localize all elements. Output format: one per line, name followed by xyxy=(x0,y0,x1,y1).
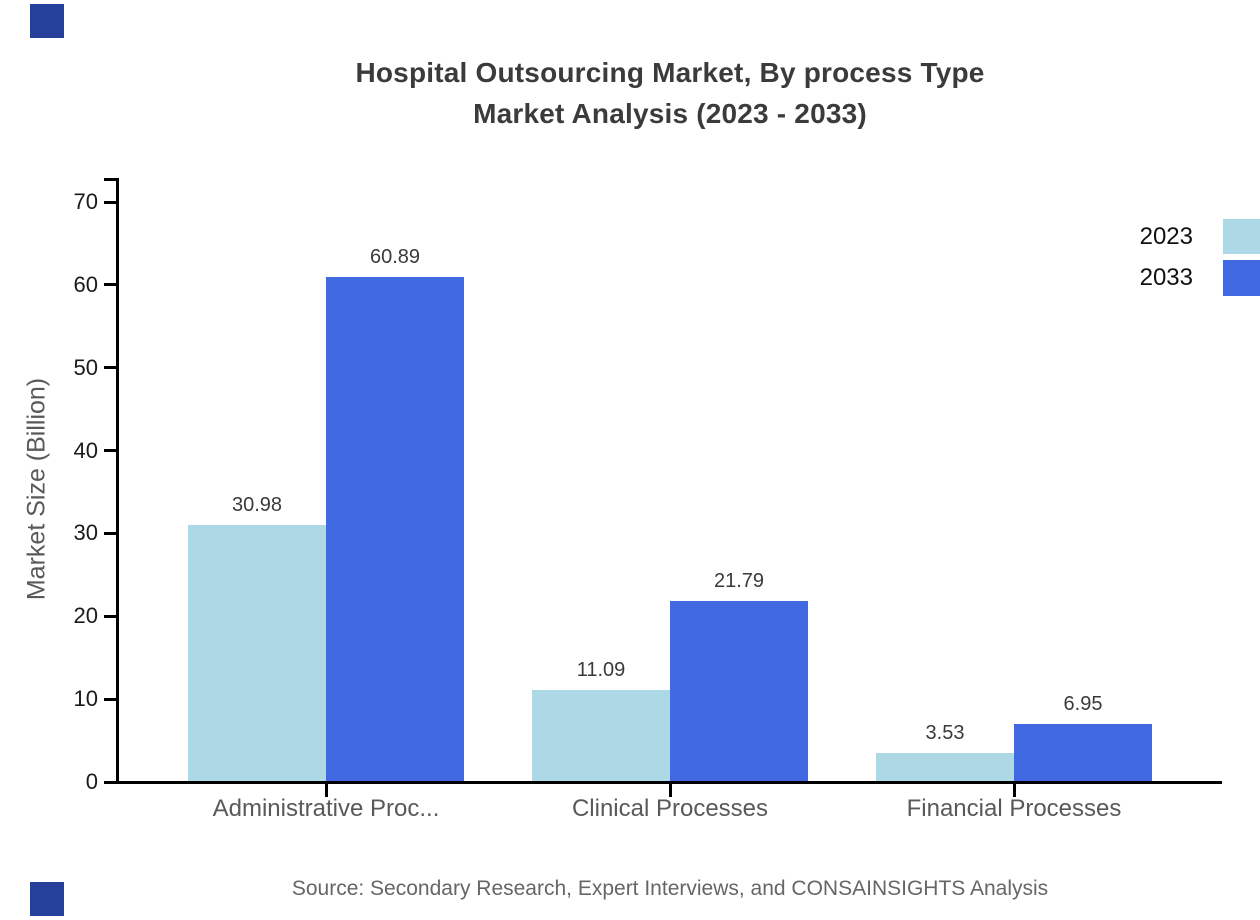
bar-2023-1 xyxy=(188,525,326,782)
y-axis-tick-label: 50 xyxy=(73,354,98,380)
y-axis-tick xyxy=(104,200,117,204)
x-axis-line xyxy=(116,781,1222,784)
y-axis-tick xyxy=(104,697,117,701)
y-axis-tick xyxy=(104,614,117,618)
legend-swatch-2033 xyxy=(1223,260,1260,296)
y-axis-tick-label: 30 xyxy=(73,520,98,546)
bar-value-label: 6.95 xyxy=(1063,693,1103,716)
y-axis-tick xyxy=(104,449,117,453)
category-label: Financial Processes xyxy=(906,795,1122,822)
y-axis-tick xyxy=(104,780,117,784)
bar-2023-3 xyxy=(876,752,1014,782)
source-attribution: Source: Secondary Research, Expert Inter… xyxy=(291,877,1049,900)
chart-title: Hospital Outsourcing Market, By process … xyxy=(118,52,1222,134)
bar-2033-2 xyxy=(670,601,808,782)
bar-value-label: 3.53 xyxy=(925,721,965,744)
y-axis-tick-label: 40 xyxy=(73,437,98,463)
chart-title-line-2: Market Analysis (2023 - 2033) xyxy=(473,98,867,129)
corner-accent-square-top xyxy=(30,4,64,38)
y-axis-tick-label: 70 xyxy=(73,189,98,214)
legend-swatch-2023 xyxy=(1223,219,1260,254)
y-axis-tick-label: 60 xyxy=(73,271,98,297)
bar-2023-2 xyxy=(532,690,670,782)
y-axis-line xyxy=(116,178,119,784)
x-axis-tick xyxy=(668,784,672,797)
y-axis-tick xyxy=(104,283,117,287)
legend-label-2023: 2023 xyxy=(1139,223,1193,250)
bar-value-label: 60.89 xyxy=(369,246,421,269)
corner-accent-square-bottom xyxy=(30,882,64,916)
bar-value-label: 11.09 xyxy=(576,659,626,682)
legend-label-2033: 2033 xyxy=(1139,264,1193,291)
bar-2033-1 xyxy=(326,277,464,782)
bar-2033-3 xyxy=(1014,724,1152,782)
bar-value-label: 30.98 xyxy=(231,494,283,517)
y-axis-tick xyxy=(104,366,117,370)
x-axis-tick xyxy=(324,784,328,797)
x-axis-tick xyxy=(1012,784,1016,797)
category-label: Clinical Processes xyxy=(571,795,769,822)
y-axis-title: Market Size (Billion) xyxy=(22,377,51,601)
bar-value-label: 21.79 xyxy=(713,570,765,593)
y-axis-tick-label: 20 xyxy=(73,603,98,629)
y-axis-top-cap xyxy=(104,178,117,181)
chart-title-line-1: Hospital Outsourcing Market, By process … xyxy=(355,57,985,88)
y-axis-tick-label: 0 xyxy=(85,769,98,794)
y-axis-tick-label: 10 xyxy=(73,686,98,712)
y-axis-tick xyxy=(104,531,117,535)
category-label: Administrative Proc... xyxy=(212,795,440,822)
